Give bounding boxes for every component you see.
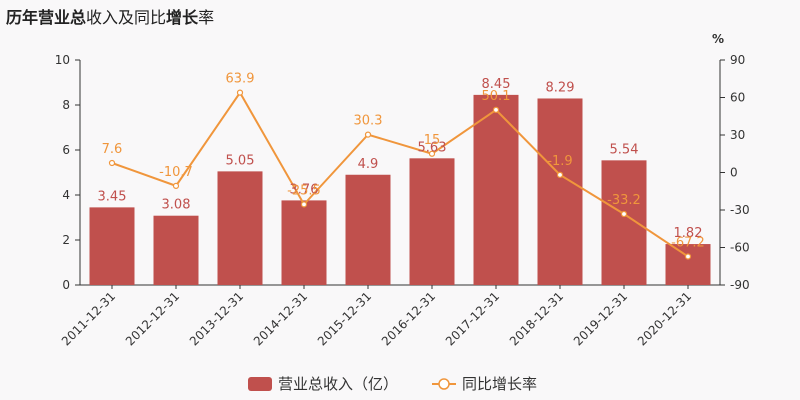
chart-title-part-1: 营业总 [38,8,87,27]
growth-point [236,89,244,96]
chart-title-part-4: 长 [182,8,199,27]
bar [473,94,519,285]
growth-point [556,171,564,178]
growth-value-label: 15 [424,133,441,148]
growth-value-label: 7.6 [102,142,123,157]
y-right-tick-label: 30 [730,128,745,142]
growth-value-label: -33.2 [607,193,641,208]
bar-value-label: 5.54 [610,142,639,157]
chart-title-part-0: 历年 [6,8,39,27]
x-tick-label: 2012-12-31 [123,289,182,348]
y-right-tick-label: 90 [730,53,745,67]
bar [345,174,391,285]
legend-label-revenue: 营业总收入（亿） [278,375,398,393]
growth-point [172,182,180,189]
bar-value-label: 3.76 [290,182,319,197]
bar-value-label: 4.9 [358,157,379,172]
chart-title-part-2: 收入及同比 [86,8,167,27]
x-tick-label: 2019-12-31 [571,289,630,348]
growth-point [300,201,308,208]
y-right-tick-label: -60 [730,241,750,255]
growth-value-label: -1.9 [547,154,572,169]
y-left-tick-label: 10 [55,53,70,67]
y-right-unit: % [712,32,724,46]
y-right-tick-label: -90 [730,278,750,292]
y-left-tick-label: 2 [62,233,70,247]
growth-value-label: -67.2 [671,236,705,251]
growth-point [492,106,500,113]
bar [665,244,711,285]
bar-value-label: 8.29 [546,80,575,95]
y-left-tick-label: 0 [62,278,70,292]
x-tick-label: 2011-12-31 [59,289,118,348]
growth-line [111,90,689,258]
y-left-tick-label: 6 [62,143,70,157]
bar [537,98,583,285]
x-tick-label: 2015-12-31 [315,289,374,348]
growth-value-label: -25.5 [287,183,321,198]
x-tick-label: 2017-12-31 [443,289,502,348]
bar-value-label: 5.05 [226,153,255,168]
growth-point [364,131,372,138]
bar-value-label: 5.63 [418,140,447,155]
chart-title: 历年营业总收入及同比增长率 [6,4,214,28]
x-tick-label: 2016-12-31 [379,289,438,348]
bar [281,200,327,285]
y-right-tick-label: 0 [730,166,738,180]
growth-value-label: 50.1 [482,89,511,104]
growth-point [684,253,692,260]
legend-marker-growth [438,378,450,390]
x-tick-label: 2013-12-31 [187,289,246,348]
y-left-tick-label: 8 [62,98,70,112]
bar-value-label: 8.45 [482,77,511,92]
x-tick-label: 2020-12-31 [635,289,694,348]
chart-title-part-3: 增 [166,8,183,27]
chart-title-part-5: 率 [198,8,215,27]
bar [409,158,455,285]
growth-point [428,150,436,157]
bar [217,171,263,285]
y-left-tick-label: 4 [62,188,70,202]
y-right-tick-label: -30 [730,203,750,217]
bar-value-label: 3.45 [98,189,127,204]
y-right-tick-label: 60 [730,91,745,105]
growth-point [108,159,116,167]
growth-point [620,210,628,218]
legend-label-growth: 同比增长率 [462,375,537,393]
growth-value-label: -10.7 [159,165,193,180]
x-tick-label: 2014-12-31 [251,289,310,348]
bar [601,160,647,285]
bar-value-label: 3.08 [162,198,191,213]
growth-value-label: 63.9 [226,72,255,87]
bar [89,207,135,285]
legend-swatch-revenue [248,377,272,391]
growth-value-label: 30.3 [354,114,383,129]
bar-value-label: 1.82 [674,226,703,241]
x-tick-label: 2018-12-31 [507,289,566,348]
bar [153,215,199,285]
